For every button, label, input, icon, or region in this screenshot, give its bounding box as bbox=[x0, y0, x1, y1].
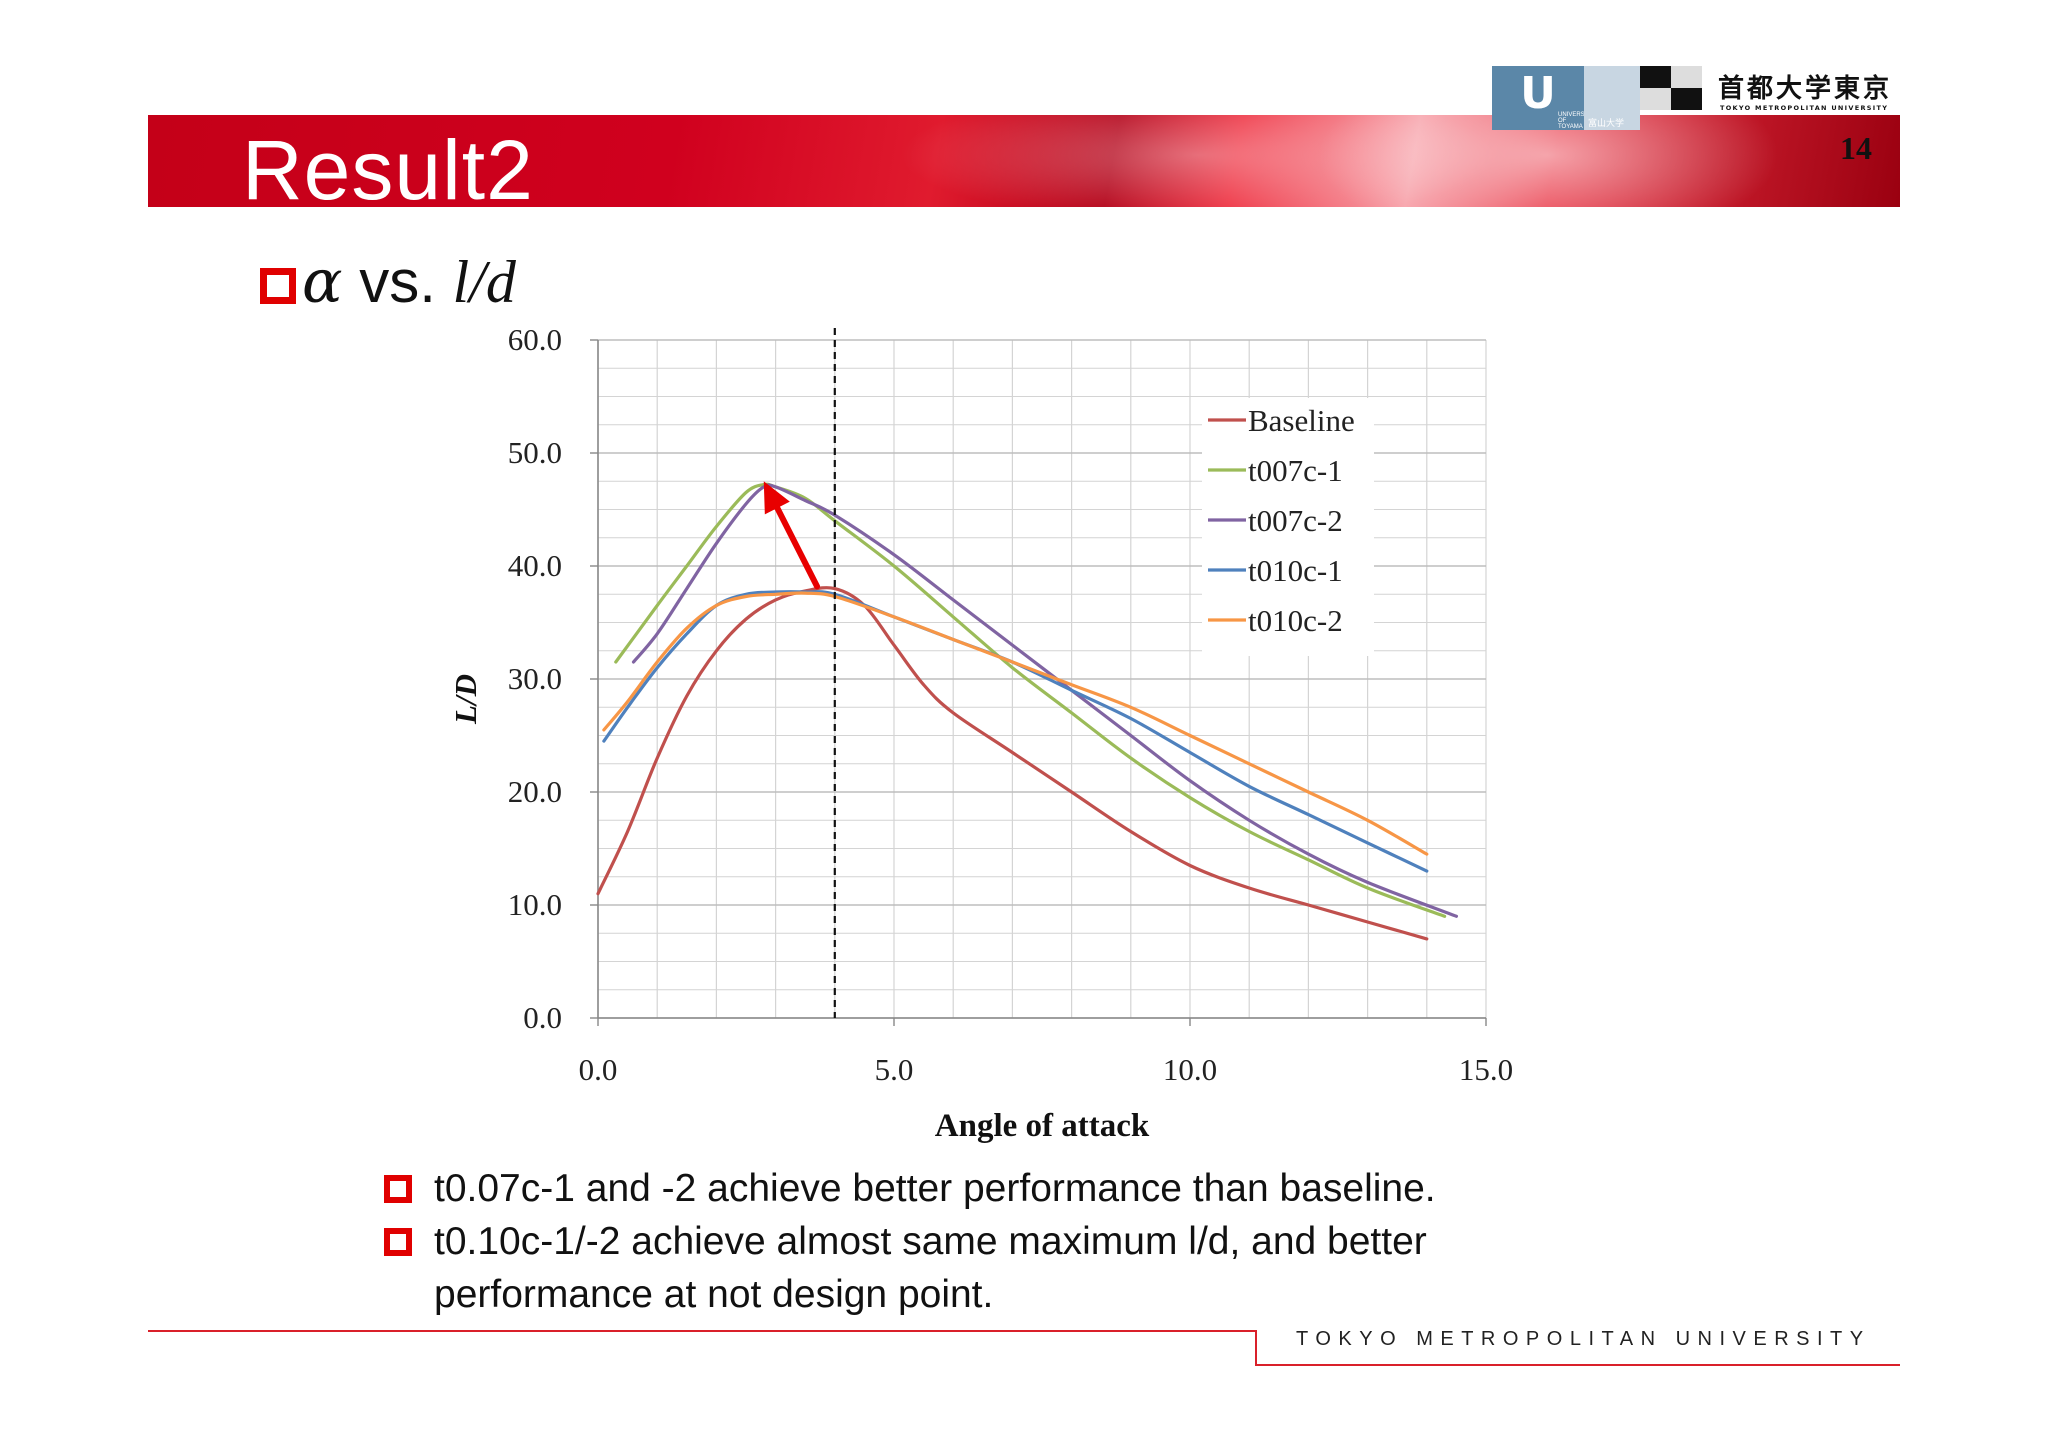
heading-alpha: α bbox=[302, 247, 343, 317]
x-axis-title: Angle of attack bbox=[935, 1108, 1150, 1144]
series-line-t007c-2 bbox=[631, 483, 1458, 918]
footer-rule bbox=[148, 1330, 1255, 1332]
x-tick-label: 10.0 bbox=[1163, 1052, 1217, 1087]
legend-box bbox=[1202, 398, 1374, 656]
slide-title: Result2 bbox=[242, 123, 534, 217]
y-tick-label: 50.0 bbox=[508, 435, 562, 470]
heading-vs: vs. bbox=[359, 248, 436, 315]
bullet-icon bbox=[384, 1175, 412, 1203]
toyama-logo-text: 富山大学 bbox=[1588, 119, 1625, 129]
footer-rule-step bbox=[1255, 1330, 1257, 1365]
bullet-item: t0.10c-1/-2 achieve almost same maximum … bbox=[384, 1215, 1684, 1321]
tmu-logo-english: TOKYO METROPOLITAN UNIVERSITY bbox=[1720, 104, 1889, 112]
university-of-toyama-logo: U UNIVERSITY OF TOYAMA 富山大学 bbox=[1492, 66, 1640, 130]
toyama-logo-panel: 富山大学 bbox=[1584, 66, 1640, 130]
series-line-t010c-2 bbox=[602, 591, 1429, 856]
series-line-baseline bbox=[596, 586, 1429, 941]
x-tick-label: 5.0 bbox=[875, 1052, 914, 1087]
legend-label: Baseline bbox=[1248, 403, 1355, 438]
legend-label: t007c-1 bbox=[1248, 453, 1343, 488]
y-tick-label: 10.0 bbox=[508, 887, 562, 922]
y-tick-label: 0.0 bbox=[523, 1000, 562, 1035]
y-tick-label: 30.0 bbox=[508, 661, 562, 696]
banner-highlight bbox=[1298, 115, 1798, 207]
series-line-t007c-1 bbox=[614, 482, 1447, 918]
chart-annotations bbox=[763, 328, 836, 1018]
conclusion-bullets: t0.07c-1 and -2 achieve better performan… bbox=[384, 1162, 1684, 1321]
y-tick-label: 20.0 bbox=[508, 774, 562, 809]
tmu-logo-japanese: 首都大学東京 bbox=[1718, 74, 1893, 104]
bullet-icon bbox=[384, 1228, 412, 1256]
bullet-text: t0.10c-1/-2 achieve almost same maximum … bbox=[434, 1220, 1427, 1263]
legend-label: t010c-2 bbox=[1248, 603, 1343, 638]
chart-axes: 0.0 10.0 20.0 30.0 40.0 50.0 60.0 0.0 5.0 10.0 15.… bbox=[448, 322, 1513, 1144]
legend-label: t010c-1 bbox=[1248, 553, 1343, 588]
toyama-logo-mark: U UNIVERSITY OF TOYAMA bbox=[1492, 66, 1594, 130]
footer-university-name: TOKYO METROPOLITAN UNIVERSITY bbox=[1296, 1328, 1871, 1350]
y-tick-label: 60.0 bbox=[508, 322, 562, 357]
y-axis-title: L/D bbox=[448, 674, 483, 725]
x-tick-label: 0.0 bbox=[579, 1052, 618, 1087]
page-number: 14 bbox=[1840, 130, 1872, 166]
tmu-logo-checker-icon bbox=[1640, 66, 1702, 110]
tmu-logo: 首都大学東京 TOKYO METROPOLITAN UNIVERSITY bbox=[1640, 66, 1902, 116]
bullet-item: t0.07c-1 and -2 achieve better performan… bbox=[384, 1162, 1684, 1215]
section-heading: α vs. l/d bbox=[260, 250, 516, 314]
footer-rule bbox=[1255, 1364, 1900, 1366]
chart-series bbox=[596, 482, 1458, 941]
arrow-shaft bbox=[774, 505, 821, 590]
legend-label: t007c-2 bbox=[1248, 503, 1343, 538]
bullet-text: t0.07c-1 and -2 achieve better performan… bbox=[434, 1167, 1436, 1210]
heading-bullet-icon bbox=[260, 268, 296, 304]
toyama-logo-caption: UNIVERSITY OF TOYAMA bbox=[1558, 112, 1594, 130]
chart-legend: Baseline t007c-1 t007c-2 t010c-1 t010c-2 bbox=[1202, 398, 1374, 656]
arrow-head-icon bbox=[763, 481, 790, 515]
toyama-logo-glyph: U bbox=[1520, 68, 1556, 119]
x-tick-label: 15.0 bbox=[1459, 1052, 1513, 1087]
y-tick-label: 40.0 bbox=[508, 548, 562, 583]
heading-ratio: l/d bbox=[452, 249, 516, 315]
header-banner bbox=[148, 115, 1900, 207]
bullet-text-continued: performance at not design point. bbox=[434, 1273, 994, 1316]
